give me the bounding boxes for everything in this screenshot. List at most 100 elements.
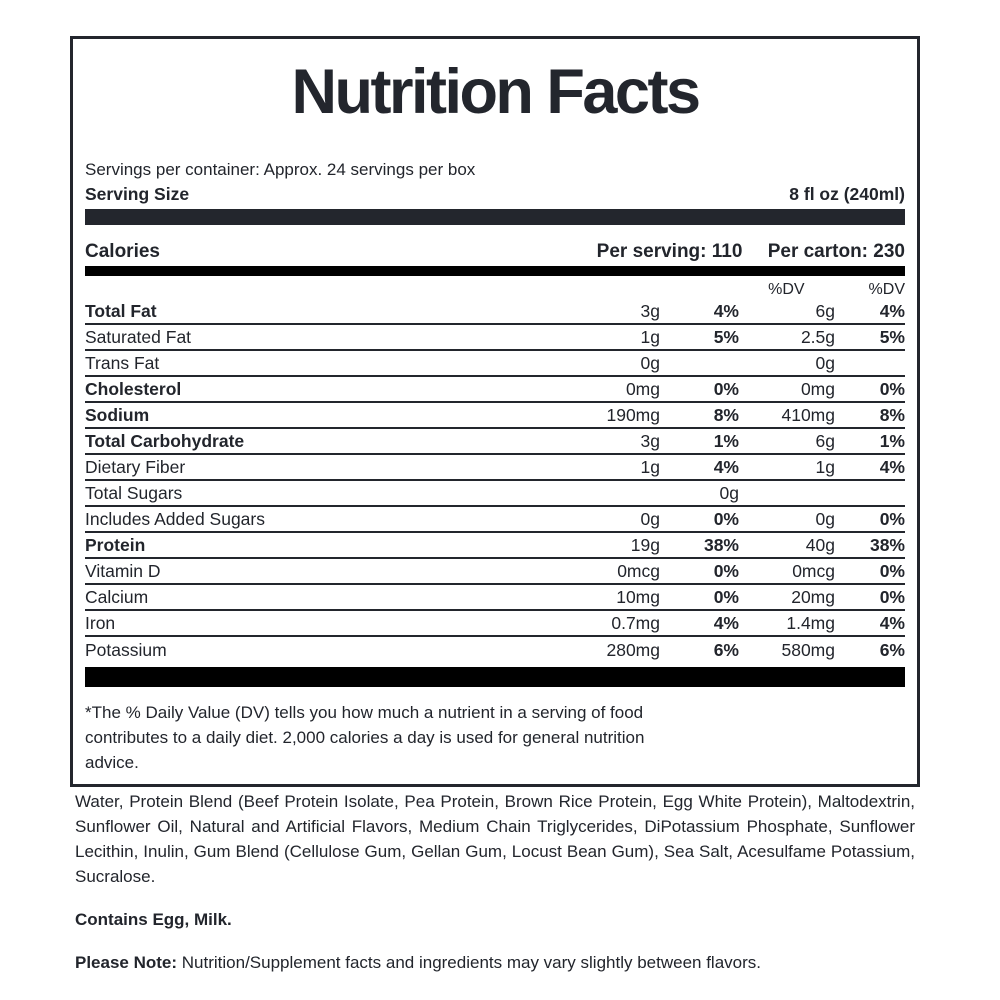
nutrient-value: 5% <box>879 326 905 347</box>
nutrient-value: 6% <box>879 639 905 660</box>
nutrient-value: 5% <box>713 326 739 347</box>
nutrient-value: 6g <box>815 430 835 451</box>
nutrient-value: 4% <box>713 456 739 477</box>
nutrient-value: 1% <box>879 430 905 451</box>
nutrient-name: Cholesterol <box>85 378 182 399</box>
table-row: Total Sugars 0g <box>85 481 905 507</box>
allergen-statement: Contains Egg, Milk. <box>75 910 232 929</box>
nutrient-value: 190mg <box>606 404 660 425</box>
serving-size-row: Serving Size 8 fl oz (240ml) <box>85 182 905 206</box>
nutrient-value: 1g <box>815 456 835 477</box>
calories-row: Calories Per serving: 110 Per carton: 23… <box>85 239 905 265</box>
table-row: Total Carbohydrate 3g 1% 6g 1% <box>85 429 905 455</box>
nutrient-value: 3g <box>640 300 660 321</box>
nutrient-value: 0% <box>879 560 905 581</box>
nutrient-value: 2.5g <box>800 326 835 347</box>
nutrient-value: 4% <box>713 612 739 633</box>
table-row: Trans Fat 0g 0g <box>85 351 905 377</box>
nutrient-name: Iron <box>85 612 116 633</box>
nutrient-value: 4% <box>879 456 905 477</box>
ingredients-list: Water, Protein Blend (Beef Protein Isola… <box>75 792 915 886</box>
nutrient-value: 0g <box>640 508 660 529</box>
nutrient-name: Saturated Fat <box>85 326 192 347</box>
divider-bar-bottom <box>85 667 905 687</box>
nutrient-value: 0% <box>713 508 739 529</box>
nutrient-value: 4% <box>713 300 739 321</box>
nutrient-value: 40g <box>805 534 835 555</box>
nutrient-value: 0g <box>640 352 660 373</box>
table-row: Saturated Fat 1g 5% 2.5g 5% <box>85 325 905 351</box>
nutrient-value: 6g <box>815 300 835 321</box>
nutrient-value: 0g <box>815 352 835 373</box>
disclaimer-note-text: Nutrition/Supplement facts and ingredien… <box>177 953 761 972</box>
nutrient-name: Vitamin D <box>85 560 161 581</box>
nutrient-value: 280mg <box>606 639 660 660</box>
nutrient-value: 0mcg <box>792 560 835 581</box>
nutrient-value: 0% <box>879 586 905 607</box>
nutrient-value: 38% <box>703 534 739 555</box>
serving-size-value: 8 fl oz (240ml) <box>789 184 905 204</box>
nutrient-value: 0g <box>719 482 739 503</box>
nutrient-value: 19g <box>630 534 660 555</box>
nutrient-value: 1.4mg <box>786 612 835 633</box>
nutrient-value: 0mcg <box>617 560 660 581</box>
nutrient-name: Potassium <box>85 639 167 660</box>
nutrient-value: 0% <box>713 560 739 581</box>
below-label-section: Water, Protein Blend (Beef Protein Isola… <box>75 789 915 974</box>
dv-header-row: %DV %DV <box>85 281 905 299</box>
dv-header-spacer <box>805 281 869 299</box>
nutrient-value: 3g <box>640 430 660 451</box>
nutrient-value: 20mg <box>791 586 835 607</box>
nutrient-value: 0% <box>879 378 905 399</box>
nutrient-name: Sodium <box>85 404 150 425</box>
nutrient-value: 580mg <box>781 639 835 660</box>
servings-per-container: Servings per container: Approx. 24 servi… <box>85 160 476 179</box>
nutrient-value: 0mg <box>800 378 835 399</box>
table-row: Calcium 10mg 0% 20mg 0% <box>85 585 905 611</box>
table-row: Sodium 190mg 8% 410mg 8% <box>85 403 905 429</box>
nutrient-name: Trans Fat <box>85 352 160 373</box>
divider-bar-top <box>85 209 905 225</box>
nutrient-name: Includes Added Sugars <box>85 508 265 529</box>
nutrient-value: 4% <box>879 612 905 633</box>
calories-per-carton: Per carton: 230 <box>767 241 905 262</box>
nutrition-facts-panel: Nutrition Facts Servings per container: … <box>70 36 920 787</box>
nutrient-name: Protein <box>85 534 146 555</box>
nutrient-value: 410mg <box>781 404 835 425</box>
nutrient-name: Total Carbohydrate <box>85 430 245 451</box>
nutrient-value: 0.7mg <box>611 612 660 633</box>
page-title: Nutrition Facts <box>291 57 701 127</box>
nutrient-value: 10mg <box>616 586 660 607</box>
nutrient-name: Total Sugars <box>85 482 183 503</box>
disclaimer-note-label: Please Note: <box>75 953 178 972</box>
table-row: Potassium 280mg 6% 580mg 6% <box>85 637 905 663</box>
calories-values: Per serving: 110 Per carton: 230 <box>597 239 905 265</box>
table-row: Vitamin D 0mcg 0% 0mcg 0% <box>85 559 905 585</box>
nutrient-value: 0g <box>815 508 835 529</box>
nutrient-table: Total Fat 3g 4% 6g 4% Saturated Fat 1g 5% 2.5g 5%… <box>85 299 905 663</box>
dv-column-serving-header: %DV <box>768 281 805 298</box>
dv-column-carton-header: %DV <box>868 281 905 298</box>
calories-per-serving: Per serving: 110 <box>596 241 743 262</box>
nutrient-name: Total Fat <box>85 300 157 321</box>
dv-footnote: *The % Daily Value (DV) tells you how mu… <box>85 703 645 772</box>
nutrient-value: 0mg <box>625 378 660 399</box>
nutrient-value: 0% <box>713 378 739 399</box>
nutrient-name: Calcium <box>85 586 149 607</box>
nutrient-value: 1% <box>713 430 739 451</box>
nutrient-value: 0% <box>879 508 905 529</box>
table-row: Protein 19g 38% 40g 38% <box>85 533 905 559</box>
nutrient-name: Dietary Fiber <box>85 456 186 477</box>
nutrient-value: 8% <box>879 404 905 425</box>
nutrient-value: 8% <box>713 404 739 425</box>
table-row: Iron 0.7mg 4% 1.4mg 4% <box>85 611 905 637</box>
nutrient-value: 0% <box>713 586 739 607</box>
serving-size-label: Serving Size <box>85 184 190 204</box>
nutrient-value: 6% <box>713 639 739 660</box>
table-row: Cholesterol 0mg 0% 0mg 0% <box>85 377 905 403</box>
table-row: Includes Added Sugars 0g 0% 0g 0% <box>85 507 905 533</box>
nutrient-value: 1g <box>640 456 660 477</box>
table-row: Total Fat 3g 4% 6g 4% <box>85 299 905 325</box>
divider-bar-calories <box>85 266 905 276</box>
table-row: Dietary Fiber 1g 4% 1g 4% <box>85 455 905 481</box>
